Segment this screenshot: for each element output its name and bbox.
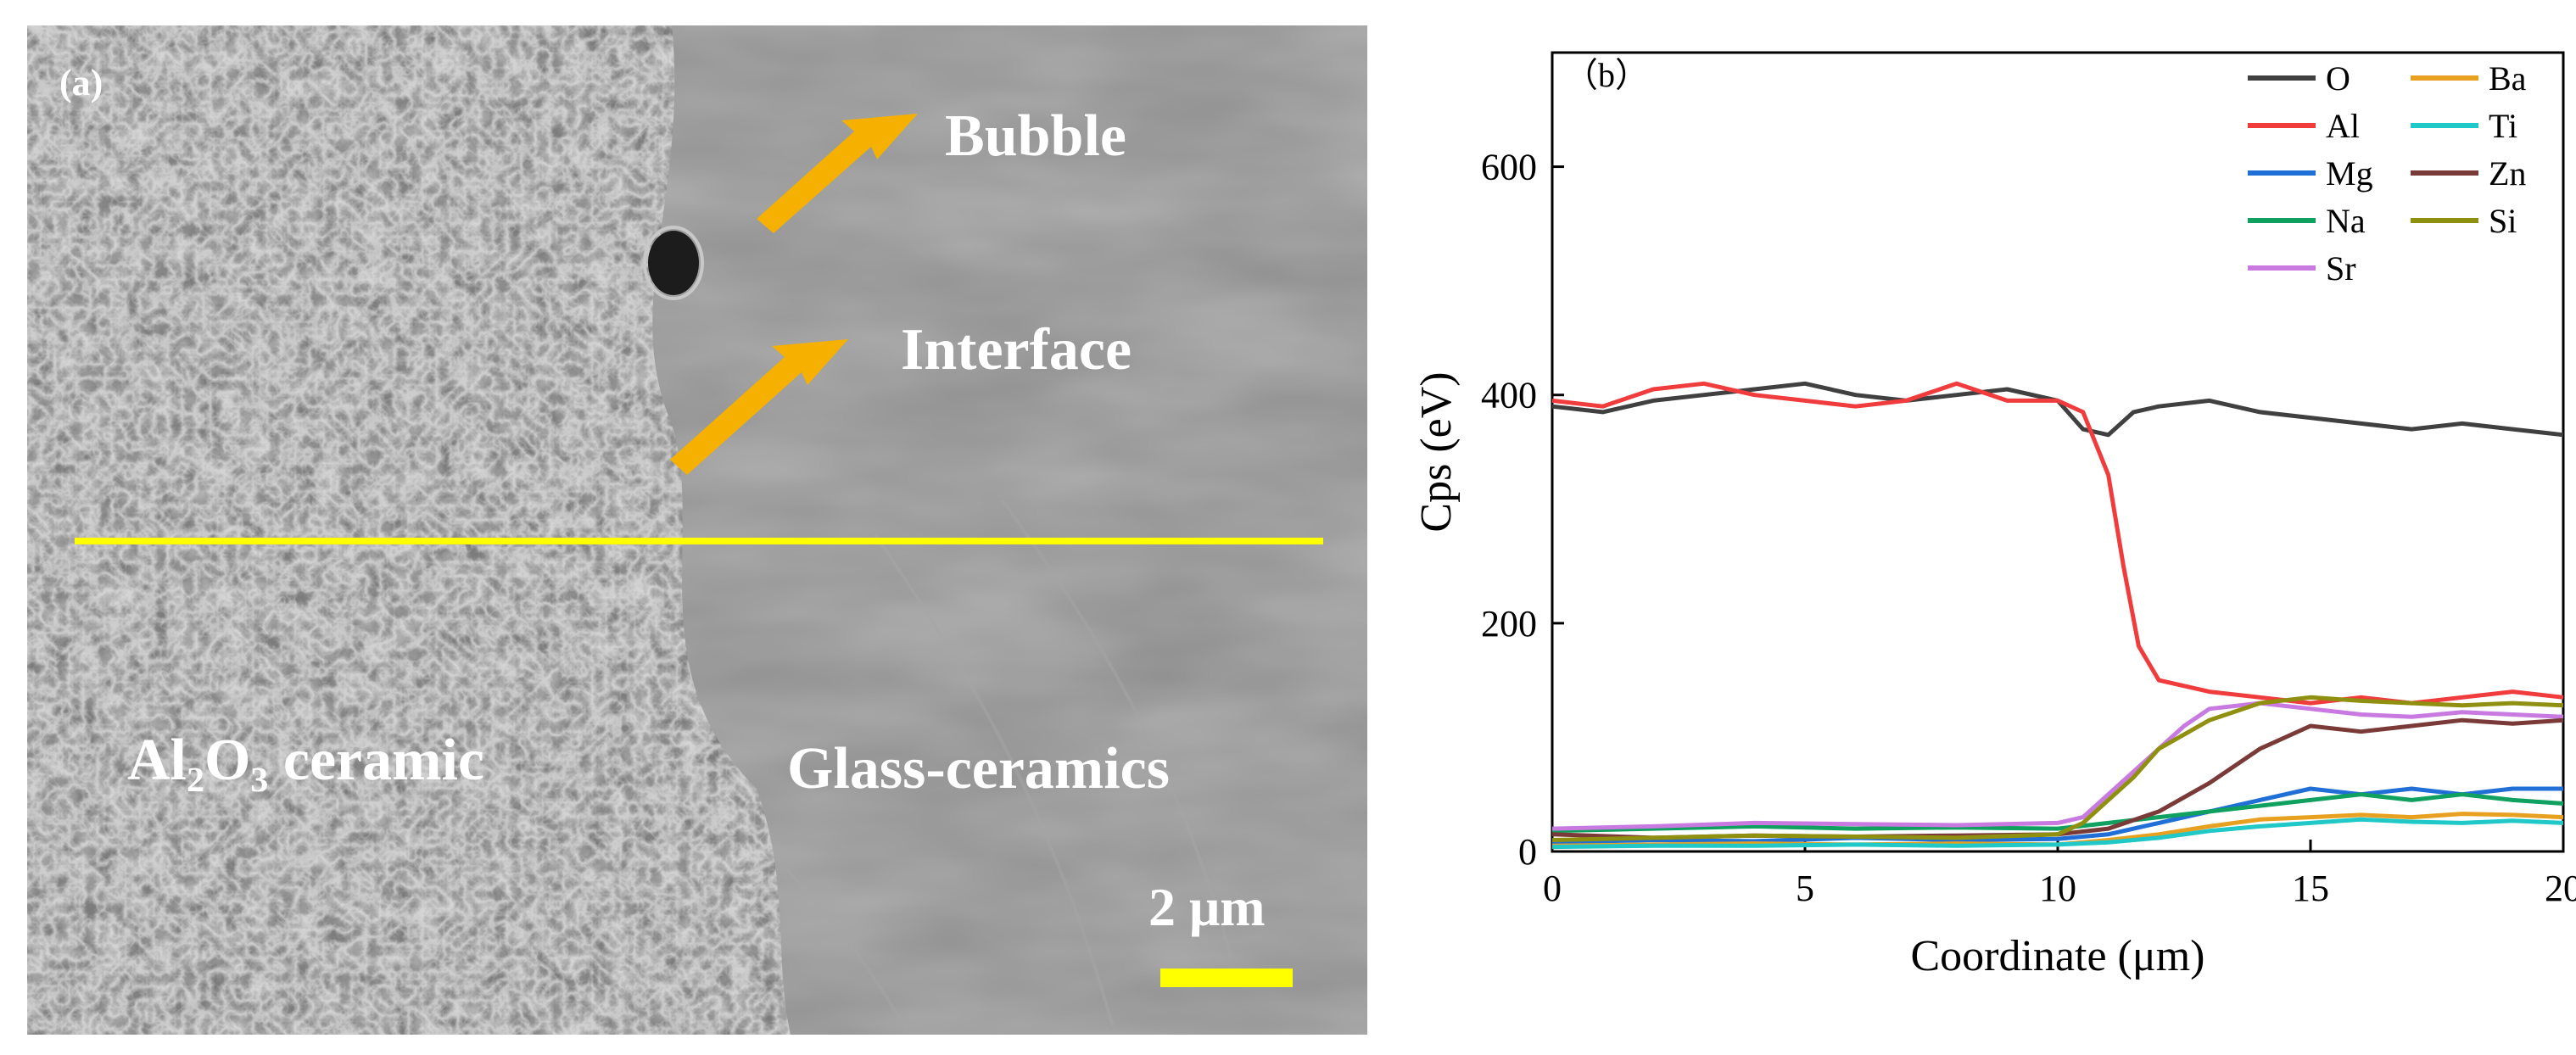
x-tick-label: 10 xyxy=(2039,868,2076,909)
panel-b-tag: （b） xyxy=(1564,56,1649,94)
y-axis-title: Cps (eV) xyxy=(1412,371,1461,532)
legend-label-na: Na xyxy=(2326,202,2366,240)
y-tick-label: 0 xyxy=(1518,831,1537,873)
glass-ceramics-label: Glass-ceramics xyxy=(787,736,1170,801)
interface-arrow xyxy=(670,339,848,475)
x-tick-label: 5 xyxy=(1796,868,1814,909)
series-line-ti xyxy=(1551,817,2564,850)
interface-label: Interface xyxy=(901,317,1132,382)
alumina-ceramic-label: Al₂O₃ ceramic xyxy=(127,728,484,793)
x-tick-label: 15 xyxy=(2292,868,2329,909)
scale-bar xyxy=(1160,968,1293,987)
y-tick-label: 400 xyxy=(1481,375,1537,416)
series-line-na xyxy=(1551,792,2564,834)
panel-a-tag: (a) xyxy=(59,62,103,103)
x-axis-title: Coordinate (μm) xyxy=(1910,932,2204,980)
legend: O Al Mg Na Sr Ba Ti Zn Si xyxy=(2248,59,2527,287)
bubble-pore xyxy=(648,231,699,295)
series-line-al xyxy=(1551,381,2564,706)
y-tick-label: 200 xyxy=(1481,603,1537,645)
series-lines xyxy=(1551,381,2564,850)
x-tick-label: 20 xyxy=(2545,868,2576,909)
bubble-label: Bubble xyxy=(945,103,1126,169)
legend-label-sr: Sr xyxy=(2326,249,2356,287)
legend-label-al: Al xyxy=(2326,107,2360,145)
scale-bar-label: 2 μm xyxy=(1148,877,1266,937)
series-line-o xyxy=(1551,381,2564,438)
y-tick-label: 600 xyxy=(1481,147,1537,188)
legend-label-si: Si xyxy=(2489,202,2517,240)
sem-image xyxy=(27,25,1367,1035)
legend-label-ba: Ba xyxy=(2489,59,2527,98)
series-line-si xyxy=(1551,695,2564,842)
bubble-arrow xyxy=(757,114,918,233)
series-line-sr xyxy=(1551,701,2564,831)
legend-label-mg: Mg xyxy=(2326,154,2373,193)
legend-label-o: O xyxy=(2326,59,2350,98)
sem-micrograph-panel: (a) Bubble Interface Al₂O₃ ceramic Glass… xyxy=(27,25,1367,1035)
series-line-mg xyxy=(1551,786,2563,845)
legend-label-ti: Ti xyxy=(2489,107,2517,145)
x-tick-label: 0 xyxy=(1543,868,1562,909)
legend-label-zn: Zn xyxy=(2489,154,2526,193)
line-scan-chart-panel: 0 5 10 15 20 0 200 400 600 O Al Mg Na Sr Ba Ti Zn Si （b）… xyxy=(1391,0,2576,1055)
